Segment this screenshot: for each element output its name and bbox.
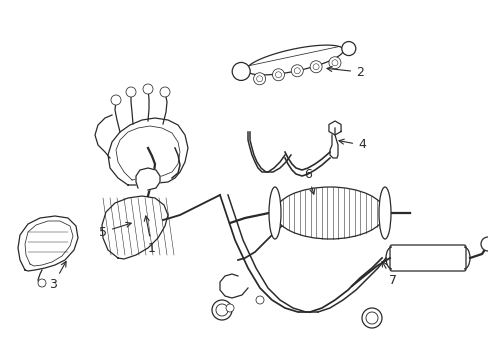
Text: 1: 1 [144,216,156,255]
Circle shape [111,95,121,105]
Circle shape [253,73,265,85]
Polygon shape [108,118,187,185]
Text: 7: 7 [381,261,396,287]
Polygon shape [246,45,343,75]
Circle shape [216,304,227,316]
Circle shape [256,76,262,82]
Polygon shape [328,121,340,135]
Circle shape [225,304,234,312]
Circle shape [309,61,322,73]
Polygon shape [102,196,168,259]
Circle shape [341,41,355,55]
Ellipse shape [268,187,281,239]
Polygon shape [329,135,337,158]
Circle shape [38,279,46,287]
Circle shape [480,237,488,251]
Circle shape [160,87,170,97]
Text: 5: 5 [99,222,131,238]
Ellipse shape [378,187,390,239]
Circle shape [275,72,281,78]
Text: 3: 3 [49,261,66,292]
Circle shape [256,296,264,304]
Circle shape [328,57,340,69]
Ellipse shape [274,187,384,239]
Circle shape [126,87,136,97]
Polygon shape [136,168,160,190]
Circle shape [291,65,303,77]
Circle shape [312,64,319,70]
Circle shape [212,300,231,320]
Circle shape [365,312,377,324]
Circle shape [272,69,284,81]
Circle shape [232,62,250,80]
Text: 4: 4 [338,139,365,152]
Text: 6: 6 [304,168,314,194]
Circle shape [142,84,153,94]
FancyBboxPatch shape [389,245,465,271]
Text: 2: 2 [326,66,363,78]
Circle shape [294,68,300,74]
Polygon shape [18,216,78,271]
Circle shape [361,308,381,328]
Circle shape [331,60,337,66]
